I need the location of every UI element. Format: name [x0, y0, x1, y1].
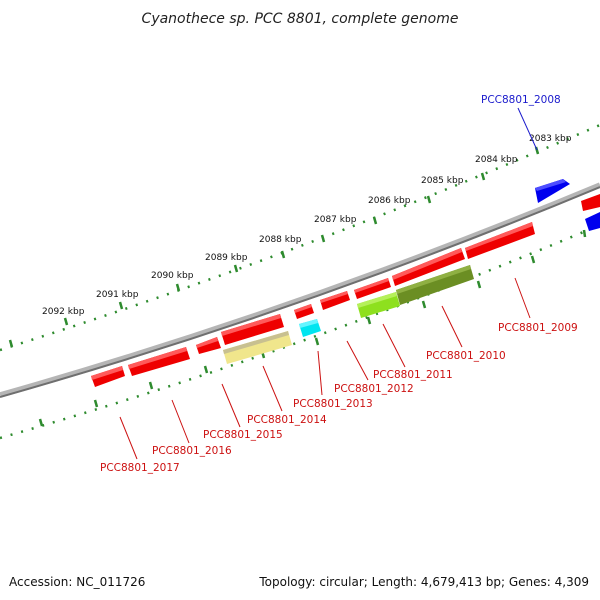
leader-lines [119, 107, 538, 460]
inner-tick-track [0, 223, 600, 440]
gene-label-pcc8801-2017[interactable]: PCC8801_2017 [100, 462, 180, 474]
tick-label-2091: 2091 kbp [96, 290, 139, 300]
gene-pcc8801-2011[interactable] [354, 278, 391, 299]
genome-stats-text: Topology: circular; Length: 4,679,413 bp… [258, 575, 589, 589]
gene-pcc8801-2008[interactable] [535, 179, 570, 203]
gene-label-pcc8801-2008[interactable]: PCC8801_2008 [481, 94, 561, 106]
gene-label-pcc8801-2009[interactable]: PCC8801_2009 [498, 322, 578, 334]
feature-olive-block[interactable] [396, 265, 474, 305]
gene-forward-edge[interactable] [581, 194, 600, 211]
tick-label-2086: 2086 kbp [368, 196, 411, 206]
map-title: Cyanothece sp. PCC 8801, complete genome [142, 11, 459, 27]
feature-cyan-block[interactable] [299, 319, 321, 337]
gene-pcc8801-2013[interactable] [294, 304, 314, 319]
gene-pcc8801-2016[interactable] [128, 347, 190, 376]
gene-label-pcc8801-2015[interactable]: PCC8801_2015 [203, 429, 283, 441]
tick-label-2092: 2092 kbp [42, 307, 85, 317]
major-ticks-outer [8, 146, 540, 348]
gene-pcc8801-2017[interactable] [91, 366, 125, 387]
gene-label-pcc8801-2016[interactable]: PCC8801_2016 [152, 445, 232, 457]
tick-label-2087: 2087 kbp [314, 215, 357, 225]
gene-label-pcc8801-2011[interactable]: PCC8801_2011 [373, 369, 453, 381]
gene-pcc8801-2012[interactable] [320, 291, 350, 310]
tick-label-2090: 2090 kbp [151, 271, 194, 281]
tick-label-2089: 2089 kbp [205, 253, 248, 263]
gene-pcc8801-2010[interactable] [392, 248, 465, 286]
genome-backbone-shade [0, 186, 600, 398]
gene-label-pcc8801-2012[interactable]: PCC8801_2012 [334, 383, 414, 395]
accession-text: Accession: NC_011726 [9, 575, 145, 589]
tick-label-2088: 2088 kbp [259, 235, 302, 245]
gene-label-pcc8801-2014[interactable]: PCC8801_2014 [247, 414, 327, 426]
feature-light-green-block[interactable] [357, 292, 400, 318]
genome-backbone [0, 182, 600, 398]
feature-blue-block-edge[interactable] [585, 212, 600, 231]
gene-label-pcc8801-2013[interactable]: PCC8801_2013 [293, 398, 373, 410]
tick-label-2085: 2085 kbp [421, 176, 464, 186]
gene-pcc8801-2009[interactable] [465, 222, 535, 259]
major-ticks-inner [38, 229, 587, 427]
gene-pcc8801-2015[interactable] [196, 337, 221, 354]
gene-label-pcc8801-2010[interactable]: PCC8801_2010 [426, 350, 506, 362]
outer-tick-track [0, 123, 600, 352]
tick-label-2084: 2084 kbp [475, 155, 518, 165]
feature-khaki-block[interactable] [223, 331, 292, 364]
gene-pcc8801-2014[interactable] [221, 314, 284, 345]
tick-label-2083: 2083 kbp [529, 134, 572, 144]
